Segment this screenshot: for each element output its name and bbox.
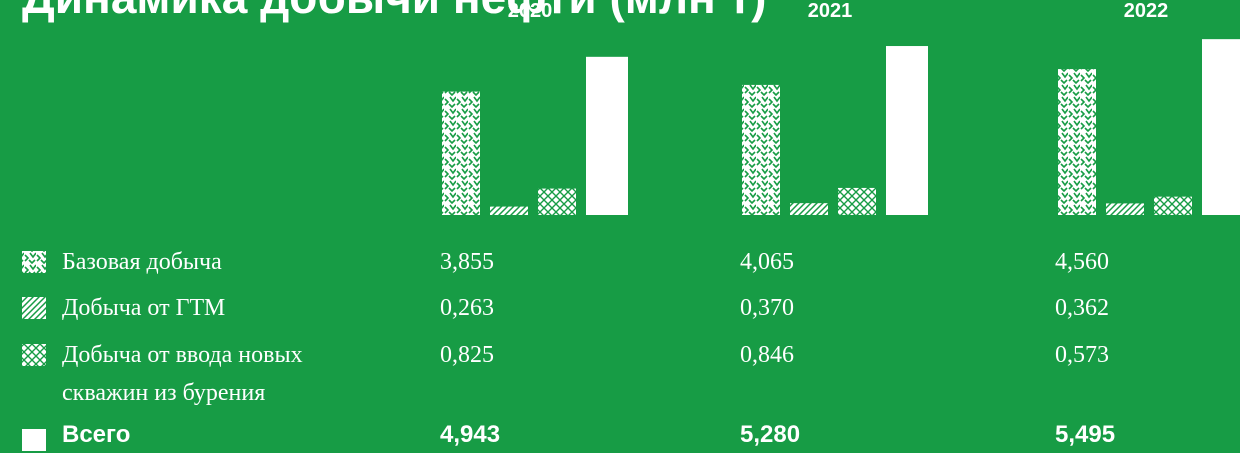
value-label: 4,065: [740, 249, 794, 275]
value-label: 0,370: [740, 295, 794, 321]
value-label: 0,362: [1055, 295, 1109, 321]
legend-swatch: [22, 429, 46, 451]
value-label: 0,263: [440, 295, 494, 321]
bar: [1202, 39, 1240, 215]
legend-swatch: [22, 297, 46, 319]
legend-label: Добыча от ввода новых скважин из бурения: [62, 342, 303, 406]
bar: [1154, 196, 1192, 215]
bar: [790, 203, 828, 215]
legend-label: Базовая добыча: [62, 249, 222, 275]
legend-label: Добыча от ГТМ: [62, 295, 226, 321]
value-label: 0,825: [440, 342, 494, 368]
bar: [742, 84, 780, 215]
value-label: 5,280: [740, 421, 801, 448]
x-tick-label: 2020: [507, 0, 553, 22]
value-label: 4,560: [1055, 249, 1109, 275]
bar: [886, 46, 928, 215]
bar: [586, 56, 628, 215]
bar: [442, 91, 480, 215]
value-label: 4,943: [440, 421, 501, 448]
legend-swatch: [22, 344, 46, 366]
bar: [838, 187, 876, 215]
x-tick-label: 2021: [807, 0, 853, 22]
bar: [1106, 203, 1144, 215]
chart-title: Динамика добычи нефти (млн т): [22, 0, 766, 24]
x-tick-label: 2022: [1123, 0, 1169, 22]
legend-swatch: [22, 251, 46, 273]
legend-label: Всего: [62, 421, 131, 448]
value-label: 3,855: [440, 249, 494, 275]
bar: [490, 206, 528, 215]
bar: [538, 188, 576, 215]
value-label: 0,573: [1055, 342, 1109, 368]
bar: [1058, 69, 1096, 215]
value-label: 5,495: [1055, 421, 1116, 448]
value-label: 0,846: [740, 342, 794, 368]
